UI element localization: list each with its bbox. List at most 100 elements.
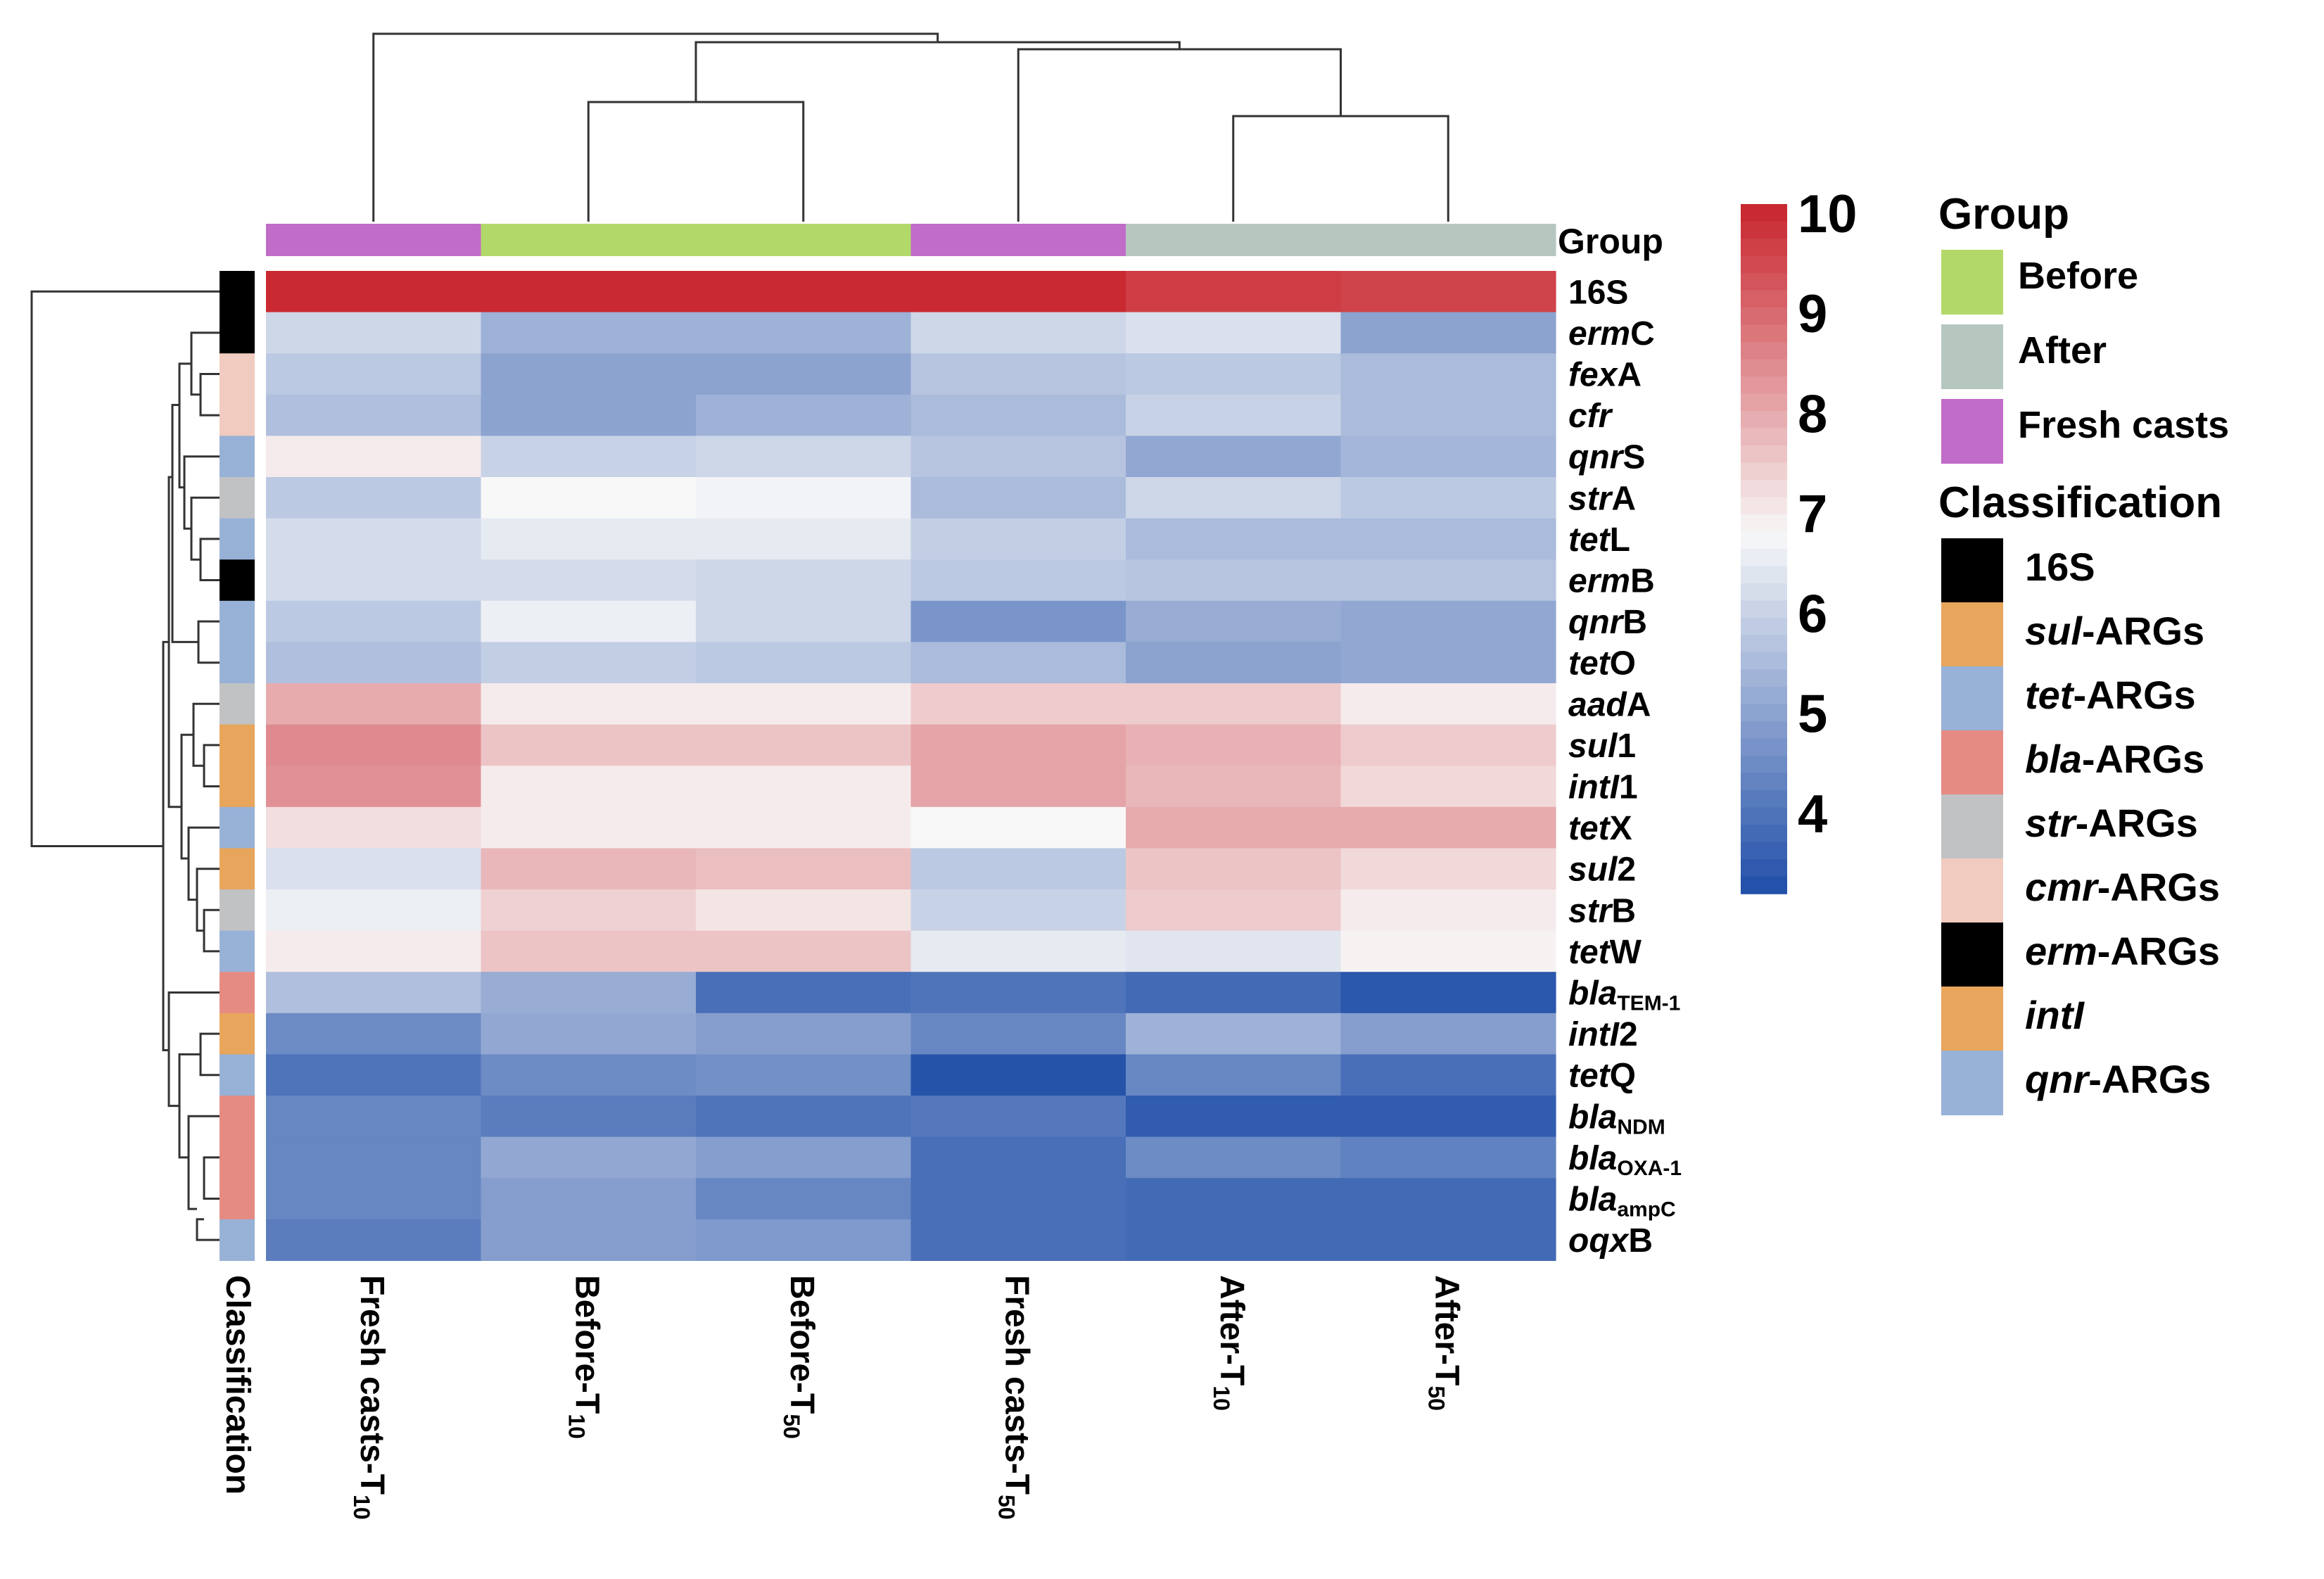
classification-annotation-cell bbox=[220, 312, 255, 354]
dendrogram-branch bbox=[180, 733, 193, 860]
heatmap-cell bbox=[1126, 559, 1342, 602]
heatmap-cell bbox=[1126, 394, 1342, 436]
heatmap-cell bbox=[481, 1013, 697, 1055]
heatmap-cell bbox=[696, 477, 912, 519]
heatmap-cell bbox=[696, 806, 912, 849]
heatmap-cell bbox=[1340, 1219, 1556, 1261]
heatmap-cell bbox=[266, 312, 482, 354]
heatmap-cell bbox=[266, 930, 482, 972]
heatmap-cell bbox=[266, 353, 482, 395]
heatmap-cell bbox=[266, 972, 482, 1014]
row-label: tetL bbox=[1568, 521, 1630, 559]
dendrogram-branch bbox=[167, 991, 220, 1108]
heatmap-cell bbox=[1340, 353, 1556, 395]
column-label: After-T10 bbox=[1209, 1275, 1250, 1411]
row-label: tetW bbox=[1568, 934, 1642, 971]
row-label: intI1 bbox=[1568, 769, 1638, 806]
color-scale-step bbox=[1741, 721, 1787, 740]
row-label: sul1 bbox=[1568, 728, 1636, 765]
heatmap-cell bbox=[266, 436, 482, 478]
row-label: blaOXA-1 bbox=[1568, 1140, 1682, 1180]
group-annotation-cell bbox=[266, 224, 482, 256]
classification-legend-title: Classification bbox=[1938, 478, 2222, 527]
heatmap-cell bbox=[696, 1178, 912, 1220]
heatmap-cell bbox=[1340, 600, 1556, 642]
column-label: Fresh casts-T50 bbox=[993, 1275, 1035, 1520]
heatmap-cell bbox=[481, 642, 697, 684]
heatmap-cell bbox=[1126, 724, 1342, 766]
dendrogram-branch bbox=[178, 1053, 201, 1159]
heatmap-cell bbox=[910, 1054, 1126, 1096]
heatmap-cell bbox=[1340, 1136, 1556, 1179]
heatmap-cell bbox=[910, 972, 1126, 1014]
heatmap-cell bbox=[1126, 1013, 1342, 1055]
heatmap-cell bbox=[1340, 1013, 1556, 1055]
color-scale-tick: 9 bbox=[1798, 284, 1827, 344]
row-label: qnrB bbox=[1568, 604, 1647, 641]
color-scale-step bbox=[1741, 393, 1787, 412]
heatmap-cell bbox=[696, 1013, 912, 1055]
heatmap-cell bbox=[696, 394, 912, 436]
row-label: tetQ bbox=[1568, 1058, 1636, 1095]
classification-annotation-cell bbox=[220, 559, 255, 602]
heatmap-cell bbox=[1340, 766, 1556, 808]
heatmap-cell bbox=[481, 394, 697, 436]
classification-axis-label: Classification bbox=[219, 1275, 256, 1495]
heatmap-cell bbox=[1126, 889, 1342, 932]
classification-legend-swatch bbox=[1941, 538, 2003, 603]
column-label: Before-T50 bbox=[779, 1275, 820, 1439]
color-scale-tick: 8 bbox=[1798, 384, 1827, 444]
heatmap-cell bbox=[910, 1219, 1126, 1261]
classification-legend-label: qnr-ARGs bbox=[2025, 1057, 2211, 1101]
dendrogram-branch bbox=[203, 744, 220, 787]
heatmap-cell bbox=[481, 930, 697, 972]
heatmap-cell bbox=[696, 1219, 912, 1261]
heatmap-cell bbox=[481, 683, 697, 725]
row-label: blaNDM bbox=[1568, 1098, 1665, 1139]
group-legend-swatch bbox=[1941, 324, 2003, 389]
heatmap-cell bbox=[696, 724, 912, 766]
classification-legend-swatch bbox=[1941, 987, 2003, 1051]
classification-annotation-cell bbox=[220, 1013, 255, 1055]
group-legend-label: Fresh casts bbox=[2018, 404, 2229, 446]
row-label: qnrS bbox=[1568, 439, 1645, 476]
heatmap-cell bbox=[910, 353, 1126, 395]
heatmap-cell bbox=[1340, 394, 1556, 436]
color-scale-tick: 4 bbox=[1798, 784, 1827, 844]
heatmap-cell bbox=[910, 1096, 1126, 1138]
row-label: blaampC bbox=[1568, 1181, 1676, 1222]
dendrogram-branch bbox=[196, 1218, 220, 1241]
color-scale-tick: 10 bbox=[1798, 184, 1858, 244]
dendrogram-branch bbox=[183, 455, 220, 530]
heatmap-cell bbox=[696, 1136, 912, 1179]
heatmap-cell bbox=[266, 271, 482, 313]
dendrogram-branch bbox=[203, 1156, 220, 1200]
heatmap-cell bbox=[1340, 559, 1556, 602]
color-scale-step bbox=[1741, 600, 1787, 619]
heatmap-cell bbox=[696, 848, 912, 890]
column-label: After-T50 bbox=[1423, 1275, 1465, 1411]
classification-legend-swatch bbox=[1941, 794, 2003, 859]
dendrogram-branch bbox=[190, 496, 220, 561]
heatmap-cell bbox=[696, 642, 912, 684]
classification-annotation-cell bbox=[220, 1178, 255, 1220]
classification-legend-label: bla-ARGs bbox=[2025, 737, 2204, 781]
classification-annotation-cell bbox=[220, 930, 255, 972]
heatmap-cell bbox=[266, 766, 482, 808]
heatmap-cell bbox=[266, 683, 482, 725]
heatmap-cell bbox=[696, 889, 912, 932]
heatmap-cell bbox=[696, 353, 912, 395]
group-legend-swatch bbox=[1941, 399, 2003, 464]
row-label: ermC bbox=[1568, 315, 1655, 353]
color-scale-step bbox=[1741, 825, 1787, 843]
color-scale-step bbox=[1741, 359, 1787, 377]
heatmap-cell bbox=[481, 889, 697, 932]
color-scale-step bbox=[1741, 531, 1787, 550]
heatmap-cell bbox=[481, 600, 697, 642]
heatmap-cell bbox=[1340, 1178, 1556, 1220]
color-scale-step bbox=[1741, 497, 1787, 515]
dendrogram-branch bbox=[199, 538, 220, 581]
color-scale-step bbox=[1741, 773, 1787, 791]
row-label: cfr bbox=[1568, 398, 1613, 435]
